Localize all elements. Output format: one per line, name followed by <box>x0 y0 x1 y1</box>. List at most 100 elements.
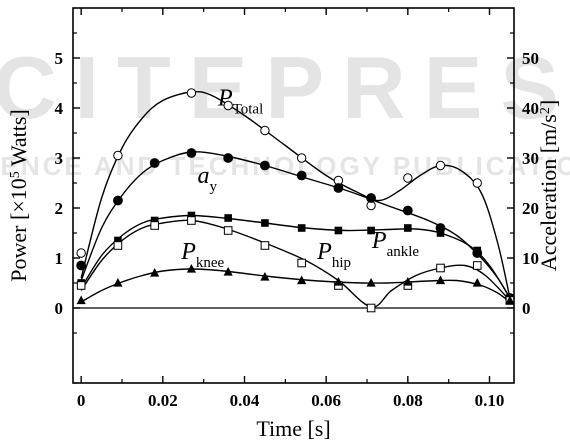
x-tick-label: 0 <box>77 391 86 410</box>
point-p-knee <box>366 278 376 287</box>
y2-axis-title: Acceleration [m/s2] <box>536 100 561 271</box>
point-p-knee <box>403 277 413 286</box>
watermark: SCITEPRESS SCIENCE AND TECHNOLOGY PUBLICA… <box>0 38 570 181</box>
y-tick-label: 1 <box>55 249 64 268</box>
point-p-knee <box>297 275 307 285</box>
point-p-ankle <box>150 216 159 225</box>
point-a-y <box>366 193 376 203</box>
y-tick-label: 5 <box>55 49 64 68</box>
annotation-a-y: ay <box>198 163 218 195</box>
annotation-p-knee: Pknee <box>180 239 224 271</box>
point-p-hip <box>472 261 482 270</box>
point-a-y <box>223 153 234 163</box>
y-axis-title-exponent: 5 <box>8 171 23 178</box>
point-p-knee <box>113 278 123 287</box>
point-a-y <box>402 205 413 216</box>
series-line-p-hip <box>80 219 511 308</box>
point-a-y <box>296 170 307 181</box>
point-p-knee <box>260 272 270 281</box>
point-a-y <box>113 195 123 206</box>
point-p-total <box>435 160 446 171</box>
point-p-hip <box>436 263 445 273</box>
curves <box>80 90 511 308</box>
y-tick-label: 2 <box>55 199 64 218</box>
y-axis-title-part: 10 <box>6 178 31 200</box>
y2-axis-title-part: ] <box>536 100 561 107</box>
y2-tick-label: 20 <box>522 199 539 218</box>
point-p-knee <box>76 295 86 305</box>
y-axis-title: Power [×105 Watts] <box>6 109 31 281</box>
annotation-subscript: y <box>210 179 218 195</box>
point-p-hip <box>113 241 123 250</box>
x-tick-label: 0.02 <box>148 391 178 410</box>
point-p-total <box>113 150 123 161</box>
x-tick-label: 0.10 <box>475 391 505 410</box>
annotation-symbol: P <box>217 86 233 112</box>
x-tick-label: 0.06 <box>311 391 341 410</box>
annotation-symbol: P <box>180 239 196 265</box>
point-p-total <box>403 173 413 183</box>
annotation-p-total: PTotal <box>217 86 263 118</box>
annotation-symbol: P <box>316 239 332 265</box>
point-p-knee <box>223 267 233 276</box>
point-a-y <box>76 260 87 271</box>
annotation-subscript: ankle <box>387 244 420 260</box>
y-tick-label: 4 <box>55 99 64 118</box>
series-line-p-knee <box>80 268 511 303</box>
markers <box>76 88 515 313</box>
point-a-y <box>186 148 197 158</box>
point-p-total <box>472 178 482 188</box>
point-p-ankle <box>436 229 445 237</box>
y2-tick-label: 0 <box>522 299 531 318</box>
watermark-title: SCITEPRESS <box>0 38 570 137</box>
labels: 0 0.02 0.04 0.06 0.08 0.1001234501020304050Ti… <box>6 49 561 441</box>
point-p-knee <box>150 268 160 277</box>
point-p-ankle <box>297 224 306 232</box>
point-p-knee <box>186 264 197 273</box>
point-a-y <box>333 183 344 193</box>
point-a-y <box>149 158 160 168</box>
y2-tick-label: 40 <box>522 99 539 118</box>
annotation-p-ankle: Pankle <box>371 228 419 260</box>
point-p-hip <box>297 258 306 268</box>
series-line-p-ankle <box>80 214 511 299</box>
point-p-ankle <box>187 211 196 220</box>
y-axis-title-part: Power [ <box>6 213 31 282</box>
y-tick-label: 0 <box>55 299 64 318</box>
point-p-knee <box>472 278 482 287</box>
plot-border <box>72 7 515 384</box>
point-p-ankle <box>367 226 375 235</box>
point-p-total <box>76 248 86 258</box>
point-p-total <box>186 88 197 98</box>
point-p-hip <box>150 221 159 230</box>
point-p-hip <box>366 303 376 313</box>
y2-axis-title-exponent: 2 <box>538 107 553 114</box>
annotation-symbol: a <box>198 163 210 189</box>
point-p-knee <box>333 277 344 286</box>
ticks <box>73 8 514 384</box>
watermark-subtitle: SCIENCE AND TECHNOLOGY PUBLICATIONS <box>0 151 570 181</box>
point-p-ankle <box>404 224 412 232</box>
series-line-p-total <box>80 90 511 299</box>
point-p-hip <box>187 216 196 225</box>
y2-axis-title-part: Acceleration [m/s <box>536 114 561 271</box>
point-p-total <box>223 100 233 111</box>
x-axis-title: Time [s] <box>256 416 330 441</box>
y2-tick-label: 10 <box>522 249 539 268</box>
point-p-total <box>260 125 270 136</box>
plot-frame <box>72 7 515 384</box>
x-tick-label: 0.04 <box>230 391 260 410</box>
y-axis-title-part: Watts] <box>6 109 31 171</box>
annotation-subscript: knee <box>196 255 225 271</box>
annotation-subscript: hip <box>332 255 351 271</box>
annotation-subscript: Total <box>233 102 264 118</box>
point-a-y <box>260 160 270 171</box>
point-p-ankle <box>224 214 232 222</box>
point-p-knee <box>505 295 515 305</box>
y2-tick-label: 30 <box>522 149 539 168</box>
point-p-ankle <box>334 226 343 235</box>
y-tick-label: 3 <box>55 149 64 168</box>
point-p-total <box>296 153 307 163</box>
point-p-ankle <box>114 236 122 245</box>
